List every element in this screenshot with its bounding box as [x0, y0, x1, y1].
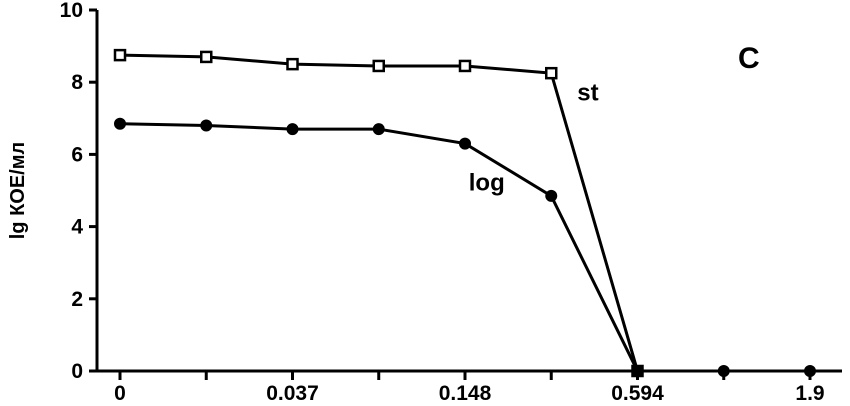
x-tick-label: 0.594: [611, 382, 664, 405]
data-point-log: [804, 365, 816, 377]
data-point-log: [545, 189, 558, 202]
y-tick-label: 4: [71, 216, 83, 239]
data-point-st: [286, 57, 299, 71]
data-point-log: [114, 117, 126, 130]
data-point-log: [372, 123, 385, 136]
y-tick-label: 10: [60, 0, 83, 22]
y-tick-label: 6: [71, 143, 83, 166]
data-point-st: [372, 59, 385, 73]
data-point-log: [631, 365, 644, 377]
panel-label: C: [738, 42, 760, 75]
data-point-st: [545, 66, 558, 80]
data-point-st: [200, 50, 213, 64]
data-point-log: [717, 365, 730, 377]
x-tick-label: 0.037: [266, 382, 319, 405]
data-point-log: [286, 123, 299, 136]
y-tick-label: 0: [71, 360, 83, 383]
x-tick-label: 1.9: [795, 382, 824, 405]
data-point-log: [200, 119, 213, 132]
series-label-log: log: [469, 170, 505, 197]
data-point-log: [459, 137, 471, 150]
series-label-st: st: [577, 79, 598, 106]
y-axis-title: lg КОЕ/мл: [7, 142, 29, 240]
data-point-st: [458, 59, 472, 73]
x-tick-label: 0: [114, 382, 126, 405]
series-line-log: [119, 122, 810, 373]
x-tick-label: 0.148: [439, 382, 492, 405]
y-tick-label: 8: [71, 71, 83, 94]
labels-layer: lg КОЕ/мл st log C: [7, 42, 760, 239]
series-layer: [113, 48, 816, 378]
axes: 0 2 4 6 8 10 0 0.037 0.148 0.594 1.9: [60, 0, 842, 405]
y-tick-label: 2: [71, 288, 83, 311]
data-point-st: [113, 48, 127, 62]
